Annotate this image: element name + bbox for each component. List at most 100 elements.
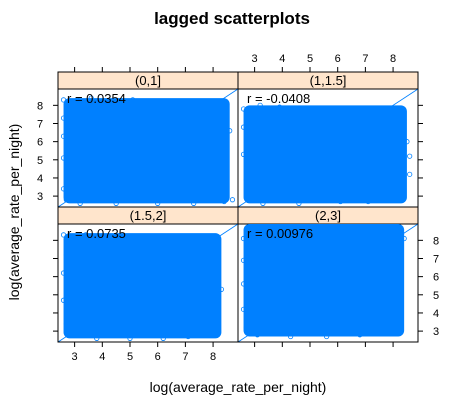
data-point — [227, 128, 233, 134]
data-point — [335, 232, 341, 238]
correlation-label: r = 0.0735 — [67, 226, 126, 241]
data-point — [398, 166, 404, 172]
data-point — [63, 252, 69, 258]
data-point — [207, 292, 213, 298]
data-point — [343, 120, 349, 127]
data-point — [83, 232, 89, 238]
correlation-label: r = -0.0408 — [247, 91, 310, 106]
data-point — [182, 100, 188, 107]
data-point — [396, 255, 402, 262]
data-point — [288, 333, 294, 340]
data-point — [296, 200, 302, 206]
x-tick-label: 3 — [72, 351, 78, 363]
data-point — [240, 235, 247, 242]
x-tick-label: 6 — [335, 53, 341, 65]
y-tick-label: 5 — [433, 290, 439, 302]
data-point — [218, 286, 224, 292]
x-tick-label: 8 — [210, 351, 216, 363]
data-point — [113, 200, 119, 206]
data-point — [63, 321, 69, 327]
data-point — [155, 250, 161, 256]
y-tick-label: 3 — [433, 326, 439, 338]
data-point — [401, 235, 407, 242]
y-tick-label: 4 — [37, 173, 43, 185]
data-point — [160, 335, 166, 341]
panel-border — [237, 206, 419, 343]
data-point — [401, 148, 407, 154]
panel-strip-label: (1,1.5] — [310, 73, 347, 88]
data-point — [229, 197, 236, 203]
data-point — [60, 97, 67, 103]
y-tick-label: 6 — [433, 272, 439, 284]
x-tick-label: 5 — [127, 351, 133, 363]
data-point — [240, 306, 247, 312]
x-tick-label: 6 — [155, 351, 161, 363]
panel-strip-label: (2,3] — [315, 208, 341, 223]
reference-line — [58, 89, 238, 207]
data-point — [243, 177, 249, 183]
data-point — [257, 102, 263, 108]
data-point — [105, 237, 111, 243]
data-point — [60, 155, 67, 161]
data-point — [127, 335, 133, 341]
point-cloud — [243, 224, 405, 337]
data-point — [324, 113, 330, 119]
data-point — [240, 124, 247, 130]
data-point — [199, 324, 205, 331]
point-cloud — [63, 98, 230, 204]
data-point — [202, 308, 208, 314]
data-point — [60, 232, 67, 238]
data-point — [390, 157, 396, 163]
y-tick-label: 7 — [433, 253, 439, 265]
data-point — [224, 184, 230, 190]
data-point — [210, 277, 216, 283]
reference-line — [238, 89, 418, 207]
data-point — [396, 319, 402, 325]
data-point — [260, 200, 266, 206]
x-tick-label: 4 — [99, 351, 105, 363]
panel-content — [58, 224, 238, 342]
data-point — [188, 266, 194, 272]
data-point — [182, 264, 188, 271]
y-tick-label: 8 — [37, 100, 43, 112]
data-point — [240, 257, 247, 263]
data-point — [362, 128, 368, 134]
data-point — [155, 200, 161, 206]
panel-4: (2,3]r = 0.00976 — [237, 206, 419, 343]
data-point — [384, 189, 391, 196]
panel-1: (0,1] r = 0.0354 — [57, 71, 239, 208]
data-point — [382, 330, 388, 336]
data-point — [60, 297, 67, 303]
data-point — [202, 279, 208, 285]
data-point — [72, 332, 78, 338]
data-point — [324, 224, 330, 229]
y-tick-label: 6 — [37, 137, 43, 149]
panel-content — [238, 89, 418, 207]
y-tick-label: 8 — [433, 235, 439, 247]
data-point — [191, 310, 197, 316]
data-point — [296, 224, 302, 229]
data-point — [398, 286, 404, 292]
data-point — [171, 257, 177, 263]
data-point — [243, 324, 249, 331]
data-point — [221, 131, 227, 137]
y-tick-label: 7 — [37, 118, 43, 130]
data-point — [224, 164, 230, 170]
x-tick-label: 3 — [252, 53, 258, 65]
data-point — [368, 230, 374, 236]
data-point — [376, 235, 382, 242]
x-tick-label: 4 — [279, 53, 285, 65]
data-point — [407, 171, 413, 177]
point-cloud — [243, 105, 407, 204]
y-tick-label: 5 — [37, 155, 43, 167]
y-axis-label: log(average_rate_per_night) — [6, 124, 22, 301]
data-point — [276, 104, 283, 110]
data-point — [357, 332, 363, 338]
panels: (0,1]r = 0.0354(1,1.5]r = -0.0408(1.5,2]… — [37, 53, 439, 363]
data-point — [130, 243, 136, 249]
data-point — [221, 198, 227, 205]
data-point — [60, 186, 67, 192]
y-tick-label: 3 — [37, 191, 43, 203]
data-point — [216, 155, 222, 161]
